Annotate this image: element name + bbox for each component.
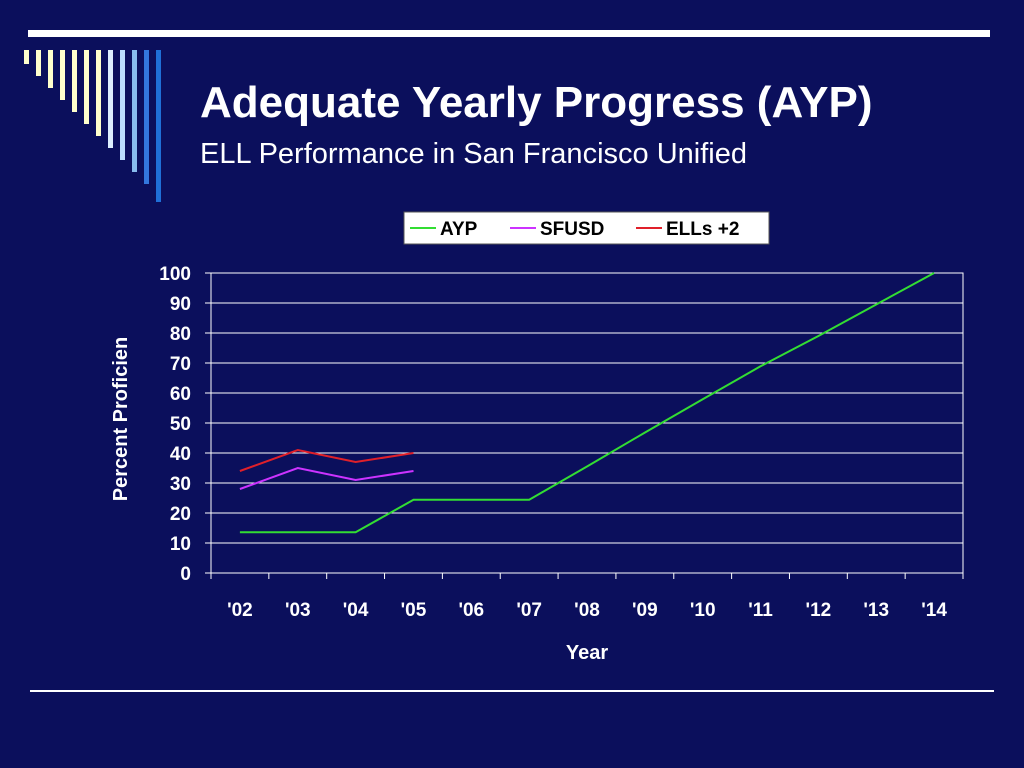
slide-title: Adequate Yearly Progress (AYP) — [200, 78, 873, 127]
y-axis-title: Percent Proficien — [110, 337, 132, 502]
y-tick-label: 50 — [170, 414, 191, 435]
x-tick-label: '08 — [574, 600, 600, 621]
x-tick-label: '14 — [921, 600, 947, 621]
legend-label-ayp: AYP — [440, 219, 478, 240]
top-rule — [28, 30, 990, 37]
x-tick-label: '12 — [806, 600, 832, 621]
x-axis-title: Year — [566, 642, 608, 664]
series-line-ells-2 — [239, 448, 414, 472]
y-tick-label: 70 — [170, 354, 191, 375]
legend-label-sfusd: SFUSD — [540, 219, 604, 240]
x-tick-label: '10 — [690, 600, 716, 621]
y-tick-label: 10 — [170, 534, 191, 555]
decorative-stripes — [24, 50, 161, 202]
x-tick-label: '07 — [516, 600, 542, 621]
legend-label-ells-2: ELLs +2 — [666, 219, 739, 240]
legend-box — [403, 211, 770, 245]
y-tick-label: 60 — [170, 384, 191, 405]
slide-subtitle: ELL Performance in San Francisco Unified — [200, 138, 747, 170]
x-tick-label: '06 — [458, 600, 484, 621]
series-line-sfusd — [239, 466, 414, 490]
x-tick-label: '03 — [285, 600, 311, 621]
y-tick-label: 0 — [180, 564, 191, 585]
y-tick-label: 20 — [170, 504, 191, 525]
series-line-ayp — [239, 272, 935, 534]
x-tick-label: '02 — [227, 600, 253, 621]
x-tick-label: '04 — [343, 600, 369, 621]
x-tick-label: '09 — [632, 600, 658, 621]
bottom-rule — [30, 690, 994, 692]
y-tick-label: 30 — [170, 474, 191, 495]
x-tick-label: '05 — [401, 600, 427, 621]
y-tick-label: 80 — [170, 324, 191, 345]
y-tick-label: 100 — [159, 264, 191, 285]
x-tick-label: '13 — [863, 600, 889, 621]
y-tick-label: 90 — [170, 294, 191, 315]
x-tick-label: '11 — [748, 600, 773, 621]
y-tick-label: 40 — [170, 444, 191, 465]
